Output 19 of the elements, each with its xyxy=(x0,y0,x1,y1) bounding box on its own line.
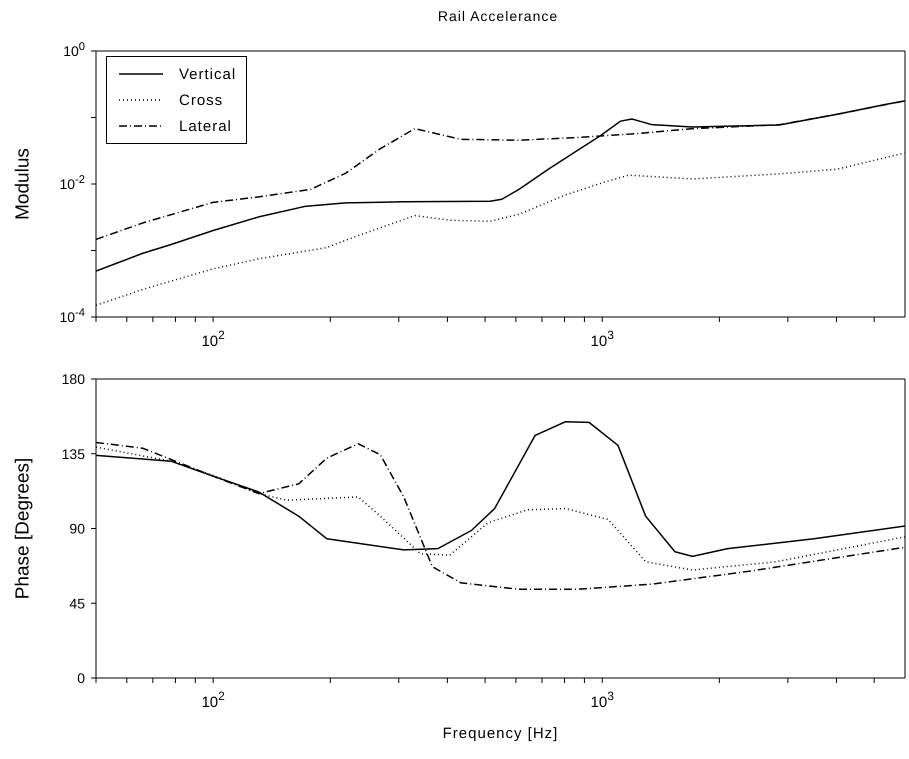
y-tick-label: 135 xyxy=(62,446,86,462)
y-axis-title: Modulus xyxy=(12,148,34,220)
y-tick-label: 10$^{0}$ xyxy=(63,41,85,59)
y-axis-title: Phase [Degrees] xyxy=(12,458,34,600)
x-tick-label: 10$^{2}$ xyxy=(201,689,226,711)
y-tick-label: 10$^{-2}$ xyxy=(59,174,85,192)
y-tick-label: 90 xyxy=(69,520,86,536)
x-axis-title: Frequency [Hz] xyxy=(442,725,558,742)
legend-label: Cross xyxy=(179,92,224,108)
y-tick-label: 10$^{-4}$ xyxy=(59,307,85,325)
y-tick-label: 45 xyxy=(69,595,86,612)
legend-label: Vertical xyxy=(179,66,236,82)
x-tick-label: 10$^{3}$ xyxy=(590,328,614,350)
y-tick-label: 180 xyxy=(62,371,86,387)
x-tick-label: 10$^{2}$ xyxy=(201,328,226,350)
chart-title: Rail Accelerance xyxy=(436,8,560,26)
y-tick-label: 0 xyxy=(77,670,86,686)
legend-label: Lateral xyxy=(179,118,232,134)
x-tick-label: 10$^{3}$ xyxy=(590,689,614,711)
